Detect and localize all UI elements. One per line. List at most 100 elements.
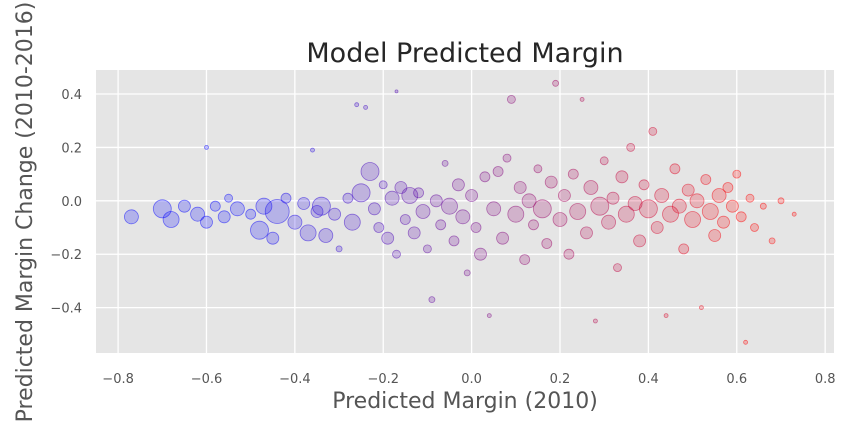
data-point (528, 219, 539, 231)
data-point (224, 193, 234, 203)
data-point (638, 179, 650, 191)
data-point (580, 226, 593, 240)
data-point (663, 313, 669, 319)
data-point (217, 210, 231, 224)
data-point (601, 214, 616, 230)
data-point (152, 199, 172, 219)
data-point (681, 183, 695, 197)
data-point (563, 248, 575, 260)
data-point (448, 235, 460, 247)
data-point (415, 204, 431, 219)
data-point (335, 245, 343, 253)
data-point (768, 237, 776, 245)
data-point (123, 209, 139, 225)
data-point (299, 224, 317, 242)
data-point (533, 164, 543, 174)
data-point (648, 126, 658, 136)
data-point (428, 296, 436, 304)
data-point (507, 205, 525, 223)
data-point (465, 189, 479, 202)
x-tick-label: −0.4 (279, 372, 311, 387)
data-point (399, 214, 411, 225)
data-point (354, 102, 360, 108)
data-point (297, 197, 311, 210)
data-point (422, 244, 432, 254)
x-tick-label: −0.2 (367, 372, 399, 387)
data-point (502, 153, 512, 163)
data-point (486, 201, 502, 217)
data-point (492, 166, 504, 177)
x-tick-label: 0.6 (726, 372, 747, 387)
y-tick-label: −0.4 (50, 302, 82, 317)
data-point (590, 196, 610, 216)
data-point (384, 190, 400, 206)
data-point (599, 156, 609, 166)
data-point (579, 97, 585, 102)
data-point (204, 144, 209, 150)
data-point (513, 181, 527, 194)
x-tick-label: 0.2 (550, 372, 571, 387)
data-point (280, 192, 292, 204)
data-point (583, 180, 599, 195)
data-point (378, 180, 388, 190)
data-point (441, 159, 449, 167)
data-point (451, 178, 465, 192)
data-point (732, 169, 742, 179)
data-point (701, 203, 719, 220)
y-tick-label: 0.2 (61, 141, 82, 156)
data-point (392, 249, 401, 259)
data-point (662, 205, 679, 223)
data-point (435, 219, 447, 231)
y-tick-label: 0.0 (61, 195, 82, 210)
data-point (791, 211, 797, 217)
data-point (229, 201, 245, 217)
data-point (678, 243, 690, 255)
data-point (606, 191, 620, 205)
data-point (381, 231, 395, 245)
data-point (429, 194, 443, 208)
data-point (407, 226, 421, 240)
data-point (496, 231, 510, 245)
data-point (287, 214, 303, 230)
data-point (639, 199, 658, 219)
y-tick-label: 0.4 (61, 88, 82, 103)
data-point (743, 339, 748, 345)
data-point (479, 171, 491, 183)
data-point (700, 174, 712, 185)
data-point (363, 105, 369, 110)
y-tick-label: −0.2 (50, 248, 82, 263)
data-point (264, 199, 290, 224)
data-point (394, 89, 399, 94)
data-point (162, 211, 180, 228)
data-point (650, 221, 664, 234)
data-point (633, 234, 646, 248)
data-point (684, 211, 701, 228)
data-point (722, 182, 734, 193)
data-point (245, 208, 257, 220)
data-point (360, 162, 380, 181)
data-point (750, 223, 759, 232)
chart-title: Model Predicted Margin (306, 38, 623, 69)
data-point (311, 196, 331, 216)
data-point (626, 142, 636, 152)
plot-background (96, 70, 834, 353)
data-point (190, 206, 206, 222)
data-point (266, 231, 280, 245)
data-point (669, 163, 681, 175)
y-axis-label: Predicted Margin Change (2010-2016) (13, 2, 38, 423)
data-point (552, 212, 568, 227)
data-point (318, 228, 334, 243)
data-point (689, 193, 705, 209)
data-point (726, 199, 739, 213)
data-point (486, 313, 492, 319)
data-point (250, 220, 269, 240)
data-point (544, 175, 558, 189)
y-tick-labels: −0.4 −0.2 0.0 0.2 0.4 (50, 88, 82, 317)
data-point (177, 199, 191, 213)
data-point (627, 196, 643, 211)
x-tick-labels: −0.8 −0.6 −0.4 −0.2 0.0 0.2 0.4 0.6 0.8 (102, 372, 835, 387)
x-tick-label: −0.6 (191, 372, 223, 387)
x-tick-label: 0.4 (638, 372, 659, 387)
data-point (717, 215, 730, 229)
x-tick-label: −0.8 (102, 372, 134, 387)
